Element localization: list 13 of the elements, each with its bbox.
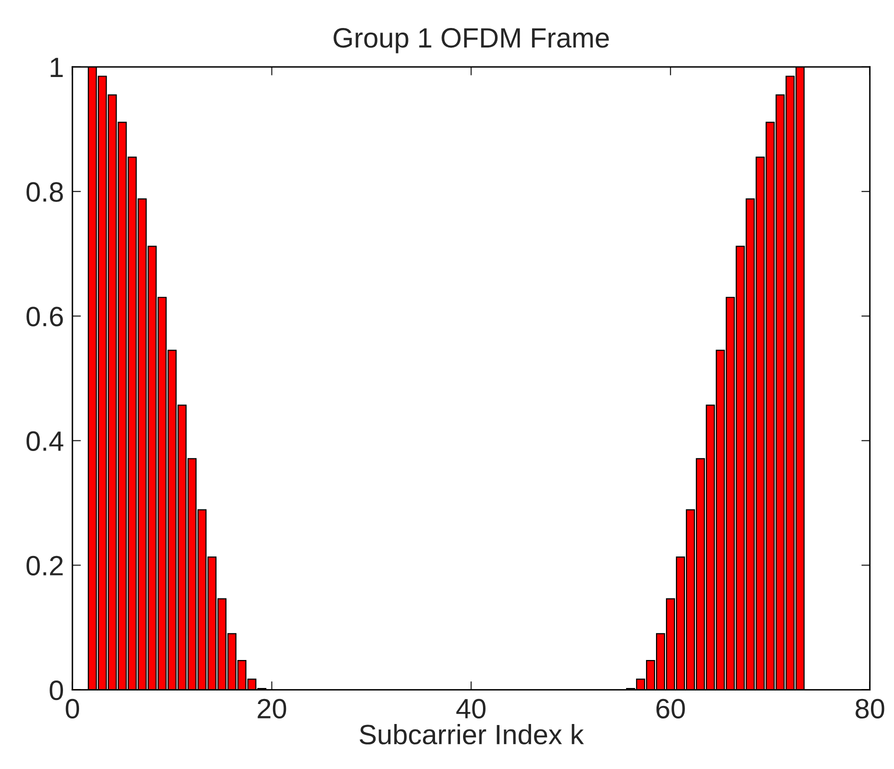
y-tick-label: 0.6	[26, 306, 63, 326]
y-tick-label: 0.8	[26, 182, 63, 202]
x-tick-label: 40	[456, 698, 486, 719]
chart-title: Group 1 OFDM Frame	[334, 28, 609, 54]
y-tick-label: 0.2	[26, 556, 63, 576]
y-tick-label: 0	[50, 680, 63, 700]
x-tick-label: 60	[656, 698, 685, 719]
y-tick-label: 1	[50, 58, 63, 77]
x-tick-label: 0	[66, 698, 80, 719]
x-tick-label: 20	[258, 698, 286, 719]
x-tick-label: 80	[856, 698, 884, 719]
x-axis-title: Subcarrier Index k	[360, 724, 584, 744]
y-tick-label: 0.4	[26, 431, 64, 451]
